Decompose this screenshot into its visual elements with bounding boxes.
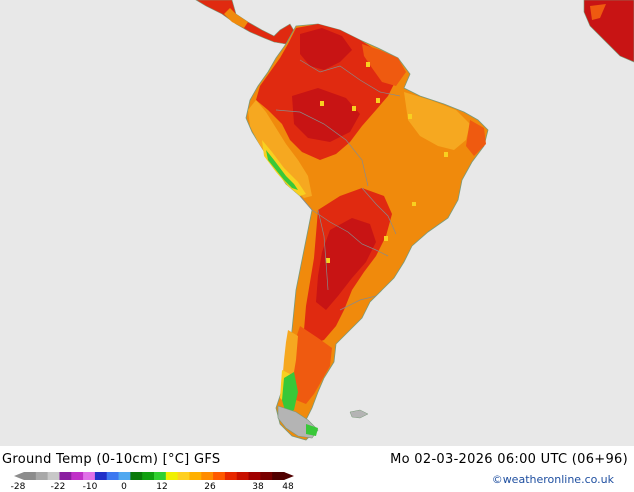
colorbar-swatch bbox=[154, 472, 167, 480]
colorbar-swatch bbox=[177, 472, 190, 480]
colorbar-swatch bbox=[213, 472, 226, 480]
colorbar-swatch bbox=[142, 472, 155, 480]
credit-link[interactable]: ©weatheronline.co.uk bbox=[491, 473, 614, 486]
colorbar-tick: 0 bbox=[121, 482, 127, 492]
colorbar-swatch bbox=[106, 472, 120, 480]
weather-map bbox=[0, 0, 634, 446]
brazil-ne-edge bbox=[466, 120, 486, 156]
colorbar-swatch bbox=[189, 472, 202, 480]
tierra-green bbox=[306, 424, 318, 436]
colorbar-tick: 26 bbox=[204, 482, 216, 492]
colorbar-swatch bbox=[59, 472, 72, 480]
station-marker bbox=[320, 101, 324, 106]
station-marker bbox=[384, 236, 388, 241]
colorbar bbox=[14, 472, 294, 480]
colorbar-swatch bbox=[118, 472, 131, 480]
central-america-cool bbox=[224, 8, 248, 28]
colorbar-swatch bbox=[201, 472, 214, 480]
colorbar-tick: 12 bbox=[156, 482, 168, 492]
andes-green-cold bbox=[266, 150, 298, 190]
station-marker bbox=[352, 106, 356, 111]
falkland-islands bbox=[349, 409, 369, 419]
station-marker bbox=[376, 98, 380, 103]
colorbar-tick: -22 bbox=[50, 482, 66, 492]
colorbar-swatch bbox=[165, 472, 179, 480]
colorbar-swatch bbox=[83, 472, 96, 480]
colorbar-tick: -10 bbox=[82, 482, 98, 492]
colorbar-swatch bbox=[35, 472, 49, 480]
amazon-dark-core bbox=[292, 88, 360, 142]
andes-coast-strip bbox=[248, 100, 312, 198]
colorbar-swatch bbox=[224, 472, 238, 480]
station-marker bbox=[412, 202, 416, 206]
brazil-ne-light bbox=[404, 92, 470, 150]
colorbar-tick: -28 bbox=[10, 482, 26, 492]
station-marker bbox=[366, 62, 370, 67]
map-footer: Ground Temp (0-10cm) [°C] GFS Mo 02-03-2… bbox=[0, 446, 634, 492]
colorbar-swatch bbox=[24, 472, 37, 480]
colorbar-arrow-low bbox=[14, 472, 24, 480]
colorbar-swatch bbox=[47, 472, 60, 480]
valid-time: Mo 02-03-2026 06:00 UTC (06+96) bbox=[390, 452, 628, 467]
colorbar-arrow-high bbox=[284, 472, 294, 480]
colorbar-swatch bbox=[94, 472, 108, 480]
station-marker bbox=[326, 258, 330, 263]
colorbar-tick: 48 bbox=[282, 482, 294, 492]
station-marker bbox=[444, 152, 448, 157]
colorbar-swatch bbox=[272, 472, 285, 480]
andes-yellow bbox=[262, 140, 306, 196]
colorbar-swatch bbox=[248, 472, 261, 480]
colorbar-swatch bbox=[130, 472, 143, 480]
colorbar-tick: 38 bbox=[252, 482, 264, 492]
colorbar-swatch bbox=[236, 472, 250, 480]
country-borders bbox=[275, 59, 401, 311]
africa-orange bbox=[590, 4, 606, 20]
patagonia-green bbox=[282, 372, 298, 414]
patagonia-orange bbox=[290, 326, 332, 404]
station-marker bbox=[408, 114, 412, 119]
colorbar-swatch bbox=[71, 472, 84, 480]
north-dark-core bbox=[300, 28, 352, 70]
south-dark-core bbox=[316, 218, 376, 310]
map-title: Ground Temp (0-10cm) [°C] GFS bbox=[2, 452, 221, 467]
colorbar-swatch bbox=[260, 472, 273, 480]
map-canvas bbox=[195, 0, 634, 441]
guiana-orange bbox=[362, 44, 406, 86]
